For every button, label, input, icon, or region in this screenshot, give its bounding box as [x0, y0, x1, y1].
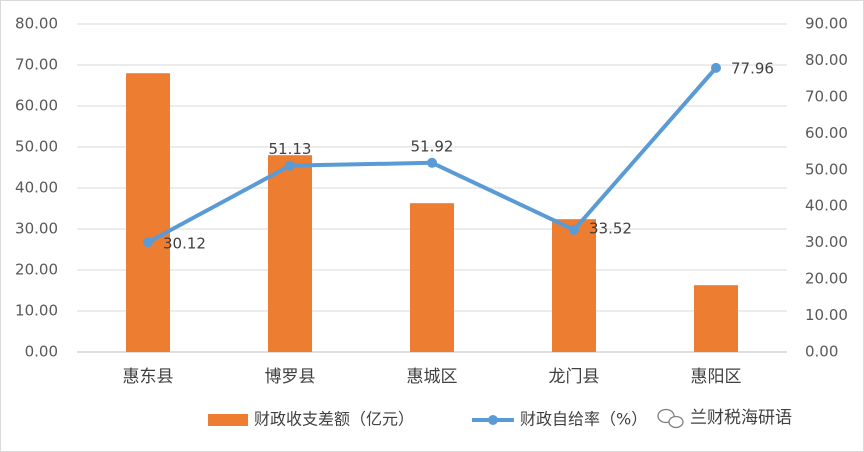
y-tick-label: 30.00 — [15, 220, 58, 238]
marker — [143, 237, 153, 248]
y2-tick-label: 60.00 — [805, 124, 848, 142]
legend-swatch — [208, 414, 248, 426]
data-label: 51.92 — [411, 137, 454, 155]
y-tick-label: 40.00 — [15, 179, 58, 197]
data-label: 33.52 — [589, 219, 632, 237]
bar — [126, 73, 170, 352]
y2-tick-label: 90.00 — [805, 15, 848, 33]
y-tick-label: 60.00 — [15, 97, 58, 115]
watermark: 兰财税海研语 — [690, 408, 792, 428]
x-tick-label: 惠阳区 — [691, 367, 742, 387]
wechat-icon — [657, 408, 684, 429]
data-label: 77.96 — [731, 59, 774, 77]
y2-tick-label: 70.00 — [805, 87, 848, 105]
legend-label: 财政收支差额（亿元） — [254, 410, 414, 429]
y2-tick-label: 20.00 — [805, 270, 848, 288]
legend-marker — [488, 415, 498, 425]
bar — [552, 219, 596, 352]
y-tick-label: 70.00 — [15, 56, 58, 74]
data-label: 51.13 — [269, 140, 312, 158]
y2-tick-label: 30.00 — [805, 233, 848, 251]
bar — [694, 285, 738, 352]
marker — [285, 160, 295, 171]
y-tick-label: 0.00 — [25, 343, 58, 361]
y2-tick-label: 80.00 — [805, 51, 848, 69]
y-tick-label: 50.00 — [15, 138, 58, 156]
x-tick-label: 惠城区 — [407, 367, 458, 387]
marker — [711, 62, 721, 73]
y-tick-label: 80.00 — [15, 15, 58, 33]
data-label: 30.12 — [163, 235, 206, 253]
x-tick-label: 博罗县 — [265, 367, 316, 387]
y2-tick-label: 40.00 — [805, 197, 848, 215]
y2-tick-label: 50.00 — [805, 160, 848, 178]
y-tick-label: 10.00 — [15, 302, 58, 320]
y-tick-label: 20.00 — [15, 261, 58, 279]
x-tick-label: 龙门县 — [549, 367, 600, 387]
x-tick-label: 惠东县 — [123, 367, 174, 387]
legend-label: 财政自给率（%） — [520, 410, 647, 429]
marker — [427, 157, 437, 168]
y2-tick-label: 0.00 — [805, 343, 838, 361]
bar — [410, 203, 454, 352]
y2-tick-label: 10.00 — [805, 306, 848, 324]
marker — [569, 224, 579, 235]
bar — [268, 155, 312, 352]
